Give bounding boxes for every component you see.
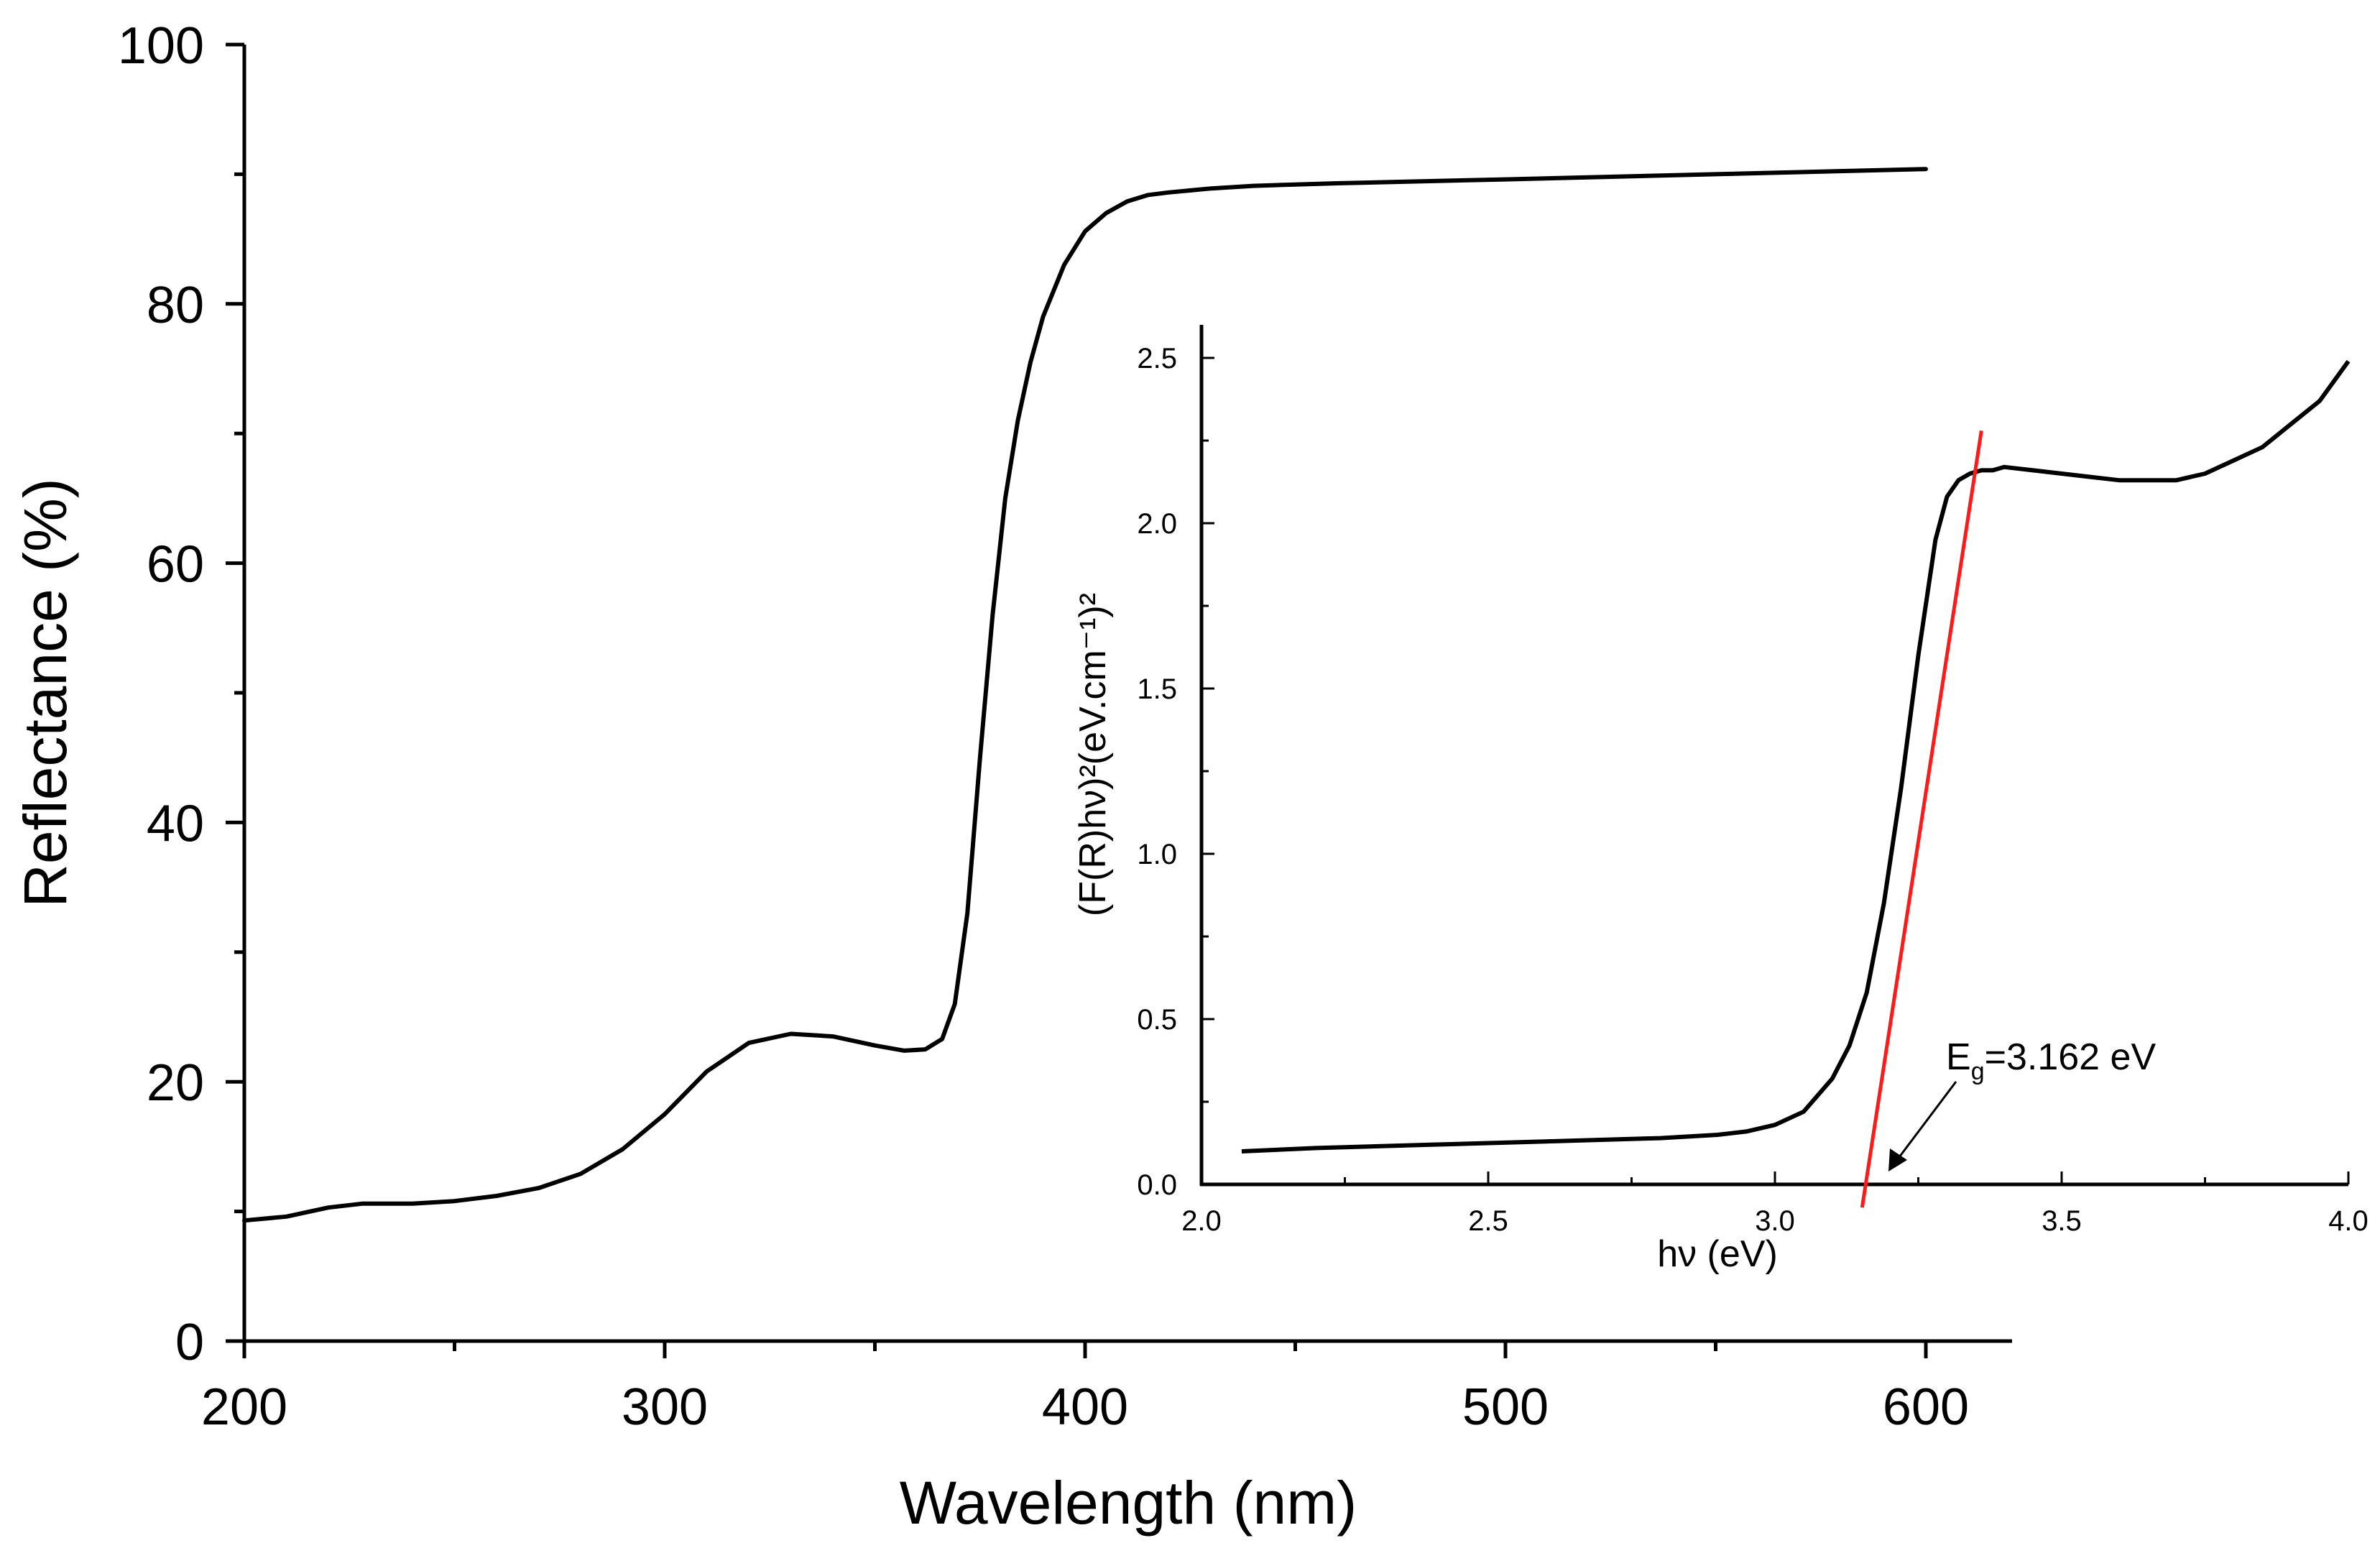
main-y-tick-label: 0 bbox=[175, 1314, 204, 1371]
inset-y-tick-label: 2.0 bbox=[1137, 508, 1177, 540]
annotation-arrowhead bbox=[1888, 1148, 1907, 1171]
main-y-tick-label: 80 bbox=[147, 277, 204, 334]
linear-fit-line bbox=[1860, 430, 1983, 1208]
main-x-tick-label: 500 bbox=[1462, 1378, 1549, 1436]
inset-y-axis-label: (F(R)hν)²(eV.cm⁻¹)² bbox=[1072, 593, 1114, 916]
inset-x-tick-label: 2.5 bbox=[1468, 1205, 1508, 1237]
inset-x-tick-label: 3.5 bbox=[2042, 1205, 2082, 1237]
reflectance-line bbox=[242, 167, 1928, 1223]
inset-ticks bbox=[1200, 356, 2350, 1186]
main-y-tick-label: 60 bbox=[147, 536, 204, 594]
main-ticks bbox=[226, 42, 1928, 1358]
inset-y-tick-label: 1.5 bbox=[1137, 673, 1177, 705]
main-x-tick-label: 300 bbox=[622, 1378, 708, 1436]
inset-tick-labels: 2.0 2.5 3.0 3.5 4.0 0.0 0.5 1.0 1.5 2.0 2.5 bbox=[1137, 343, 2368, 1237]
main-y-axis-label: Reflectance (%) bbox=[11, 478, 79, 908]
main-x-tick-label: 400 bbox=[1042, 1378, 1128, 1436]
tauc-plot-line bbox=[1241, 359, 2351, 1154]
inset-x-tick-label: 3.0 bbox=[1755, 1205, 1795, 1237]
main-x-tick-label: 200 bbox=[201, 1378, 287, 1436]
main-x-axis-label: Wavelength (nm) bbox=[900, 1469, 1357, 1537]
band-gap-annotation: Eg=3.162 eV bbox=[1888, 1036, 2156, 1171]
band-gap-label: Eg=3.162 eV bbox=[1946, 1036, 2156, 1085]
main-x-tick-label: 600 bbox=[1883, 1378, 1969, 1436]
main-y-tick-label: 40 bbox=[147, 795, 204, 852]
main-y-tick-label: 100 bbox=[118, 17, 204, 75]
inset-y-tick-label: 2.5 bbox=[1137, 343, 1177, 374]
inset-x-tick-label: 4.0 bbox=[2328, 1205, 2369, 1237]
inset-x-axis-label: hν (eV) bbox=[1657, 1233, 1778, 1275]
inset-y-tick-label: 0.5 bbox=[1137, 1004, 1177, 1036]
annotation-arrow bbox=[1896, 1081, 1957, 1161]
inset-y-tick-label: 0.0 bbox=[1137, 1169, 1177, 1201]
inset-x-tick-label: 2.0 bbox=[1181, 1205, 1222, 1237]
main-y-tick-label: 20 bbox=[147, 1054, 204, 1112]
main-tick-labels: 200 300 400 500 600 0 20 40 60 80 100 bbox=[118, 17, 1969, 1436]
inset-y-tick-label: 1.0 bbox=[1137, 839, 1177, 870]
